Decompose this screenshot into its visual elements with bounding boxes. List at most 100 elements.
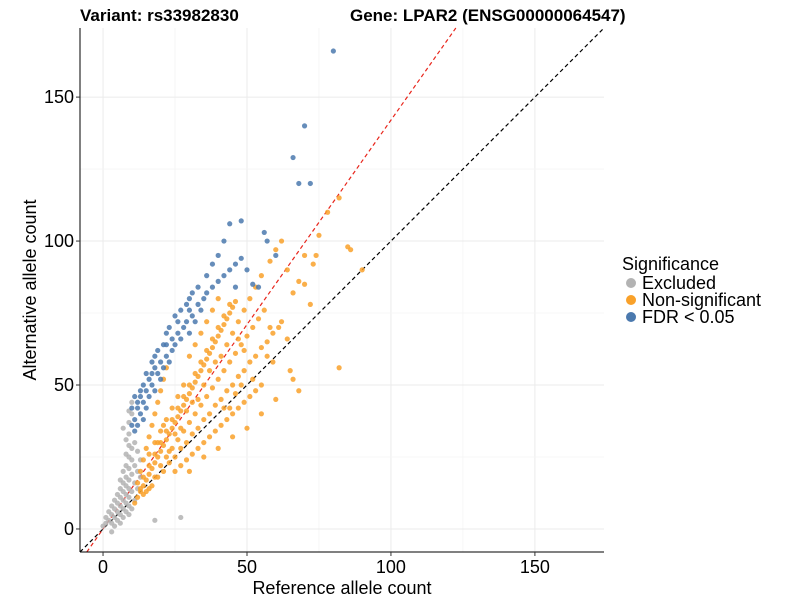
data-point [181,324,187,331]
data-point [253,353,259,359]
data-point [235,373,241,379]
data-point [270,330,276,336]
data-point [175,319,181,325]
data-point [215,278,221,284]
data-point [166,359,172,365]
data-point [206,411,213,417]
data-point [183,301,190,307]
data-point [232,298,239,305]
data-point [301,123,308,129]
data-point [206,434,213,440]
data-point [175,437,181,443]
data-point [143,370,149,377]
data-point [206,368,213,374]
data-point [201,454,207,460]
data-point [175,414,181,420]
x-tick-label: 50 [237,557,257,577]
data-point [169,416,175,423]
data-point [198,307,204,313]
data-point [163,330,169,336]
data-point [183,408,190,414]
data-point [186,468,193,474]
data-point [172,342,178,348]
data-point [244,333,250,339]
data-point [284,267,290,273]
data-point [129,405,135,411]
data-point [192,379,198,385]
data-point [158,463,164,469]
data-point [278,319,285,325]
data-point [146,434,152,440]
data-point [218,353,224,359]
data-point [166,448,172,454]
data-point [267,324,273,331]
data-point [238,382,244,388]
data-point [134,480,141,486]
data-point [250,376,256,382]
data-point [215,333,221,339]
data-point [241,399,247,405]
data-point [238,218,244,224]
data-point [247,296,253,302]
data-point [158,376,164,382]
data-point [247,359,253,365]
data-point [158,388,164,394]
data-point [301,281,308,287]
data-point [258,382,264,388]
data-point [163,428,169,434]
data-point [255,284,262,290]
data-point [244,267,250,273]
y-tick-label: 100 [44,231,74,251]
data-point [181,393,187,400]
data-point [209,385,216,391]
x-axis-label: Reference allele count [252,578,431,598]
data-point [229,434,236,440]
data-point [189,399,195,405]
data-point [201,439,207,446]
y-axis-label: Alternative allele count [20,199,40,380]
data-point [198,330,204,336]
data-point [137,393,144,400]
data-point [140,457,146,463]
data-point [155,370,161,377]
data-point [137,486,144,492]
data-point [212,428,218,434]
data-point [224,416,230,423]
data-point [132,428,138,434]
data-point [232,391,239,397]
data-point [258,273,264,279]
data-point [183,319,190,325]
data-point [152,365,158,371]
data-point [178,463,184,469]
data-point [158,359,164,365]
data-point [192,411,198,417]
data-point [166,324,172,331]
data-point [250,281,256,287]
data-point [229,382,236,388]
data-points [100,48,365,535]
data-point [330,48,336,54]
data-point [241,347,247,354]
chart-title-gene: Gene: LPAR2 (ENSG00000064547) [350,6,626,25]
data-point [241,307,247,313]
data-point [129,471,135,477]
data-point [221,405,227,411]
data-point [132,500,138,506]
data-point [209,336,216,342]
data-point [120,468,126,474]
data-point [296,180,302,187]
data-point [129,422,135,428]
data-point [134,405,141,411]
data-point [204,393,210,400]
data-point [186,353,193,359]
x-tick-label: 0 [98,557,108,577]
data-point [169,425,175,431]
data-point [195,445,201,451]
data-point [178,445,184,451]
data-point [235,405,241,411]
data-point [134,494,141,500]
data-point [146,471,152,477]
data-point [270,359,276,365]
data-point [215,296,221,302]
data-point [140,399,146,405]
